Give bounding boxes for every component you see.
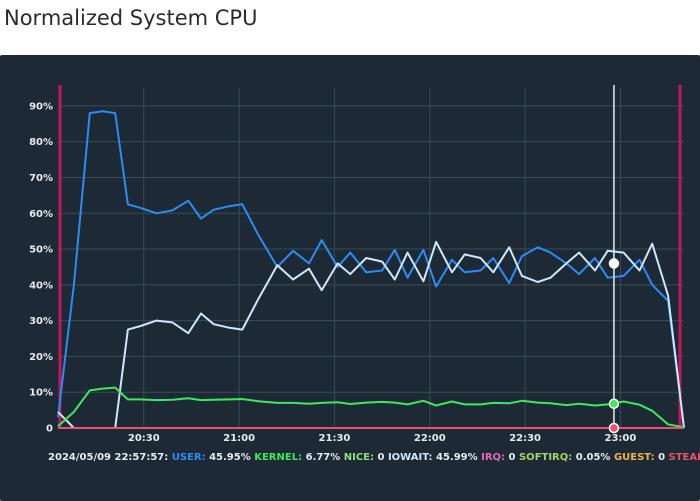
legend-value-kernel: 6.77% <box>306 452 344 463</box>
legend-label-nice: NICE: <box>344 452 378 463</box>
legend-value-user: 45.95% <box>209 452 254 463</box>
cpu-line-chart[interactable]: 0 10% 20% 30% 40% 50% 60% 70% 80% 90% 20:30 21:00 2… <box>0 55 700 501</box>
x-tick-label: 22:00 <box>414 433 446 444</box>
y-tick-label: 50% <box>29 245 53 256</box>
y-tick-label: 60% <box>29 209 53 220</box>
legend-label-guest: GUEST: <box>614 452 658 463</box>
series-lines <box>57 110 685 429</box>
legend-label-user: USER: <box>172 452 209 463</box>
cursor-marker-iowait <box>608 258 620 269</box>
series-line-user <box>57 110 685 429</box>
x-tick-label: 22:30 <box>509 433 541 444</box>
y-tick-label: 40% <box>29 280 53 291</box>
legend-timestamp: 2024/05/09 22:57:57: <box>48 452 172 463</box>
range-boundaries <box>58 85 682 428</box>
cursor-marker-steal <box>608 422 620 434</box>
x-tick-label: 20:30 <box>128 433 160 444</box>
y-tick-label: 30% <box>29 316 53 327</box>
legend-label-kernel: KERNEL: <box>254 452 305 463</box>
y-tick-label: 20% <box>29 352 53 363</box>
legend-label-iowait: IOWAIT: <box>388 452 436 463</box>
y-tick-label: 70% <box>29 173 53 184</box>
page-title: Normalized System CPU <box>4 6 258 30</box>
legend-value-nice: 0 <box>378 452 388 463</box>
y-tick-label: 90% <box>29 101 53 112</box>
y-tick-label: 80% <box>29 137 53 148</box>
legend-value-guest: 0 <box>658 452 668 463</box>
hover-cursor[interactable] <box>608 85 620 434</box>
legend-label-softirq: SOFTIRQ: <box>519 452 576 463</box>
series-line-kernel <box>57 386 685 429</box>
y-axis-ticks: 0 10% 20% 30% 40% 50% 60% 70% 80% 90% <box>29 101 53 434</box>
y-tick-label: 10% <box>29 388 53 399</box>
grid <box>58 88 684 429</box>
cursor-marker-kernel <box>608 398 620 410</box>
legend-value-softirq: 0.05% <box>576 452 614 463</box>
legend-value-irq: 0 <box>509 452 519 463</box>
series-line-iowait <box>57 240 685 429</box>
y-tick-label: 0 <box>46 424 53 435</box>
x-tick-label: 21:30 <box>319 433 351 444</box>
legend-value-iowait: 45.99% <box>436 452 481 463</box>
cpu-chart-panel: 0 10% 20% 30% 40% 50% 60% 70% 80% 90% 20:30 21:00 2… <box>0 55 700 501</box>
x-tick-label: 23:00 <box>605 433 637 444</box>
legend-label-irq: IRQ: <box>481 452 508 463</box>
legend-label-steal: STEAL: <box>669 452 700 463</box>
legend-readout: 2024/05/09 22:57:57: USER: 45.95% KERNEL… <box>48 452 700 463</box>
x-tick-label: 21:00 <box>223 433 255 444</box>
